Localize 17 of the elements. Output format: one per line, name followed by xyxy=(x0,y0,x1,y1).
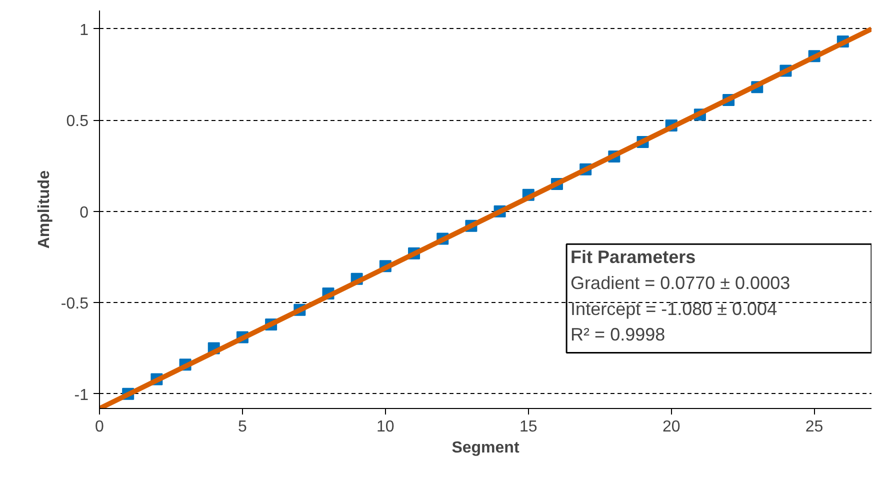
y-tick-label: -0.5 xyxy=(60,296,89,313)
y-tick-label: 0.5 xyxy=(66,113,89,130)
x-tick-label: 15 xyxy=(519,418,538,436)
y-axis-title: Amplitude xyxy=(36,170,53,249)
y-tick-label: 1 xyxy=(80,22,89,39)
x-tick-label: 10 xyxy=(376,418,394,436)
x-tick-label: 25 xyxy=(805,418,824,436)
x-tick-label: 5 xyxy=(238,418,248,436)
y-tick-label: 0 xyxy=(80,204,89,222)
annotation: Intercept = -1.080 ± 0.004 xyxy=(570,298,778,319)
annotation: R² = 0.9998 xyxy=(570,324,666,345)
x-axis-title: Segment xyxy=(452,440,520,456)
annotation: Gradient = 0.0770 ± 0.0003 xyxy=(570,272,790,293)
x-tick-label: 0 xyxy=(95,418,104,436)
annotation: Fit Parameters xyxy=(570,247,696,268)
x-tick-label: 20 xyxy=(662,418,680,436)
y-tick-label: -1 xyxy=(74,386,89,404)
